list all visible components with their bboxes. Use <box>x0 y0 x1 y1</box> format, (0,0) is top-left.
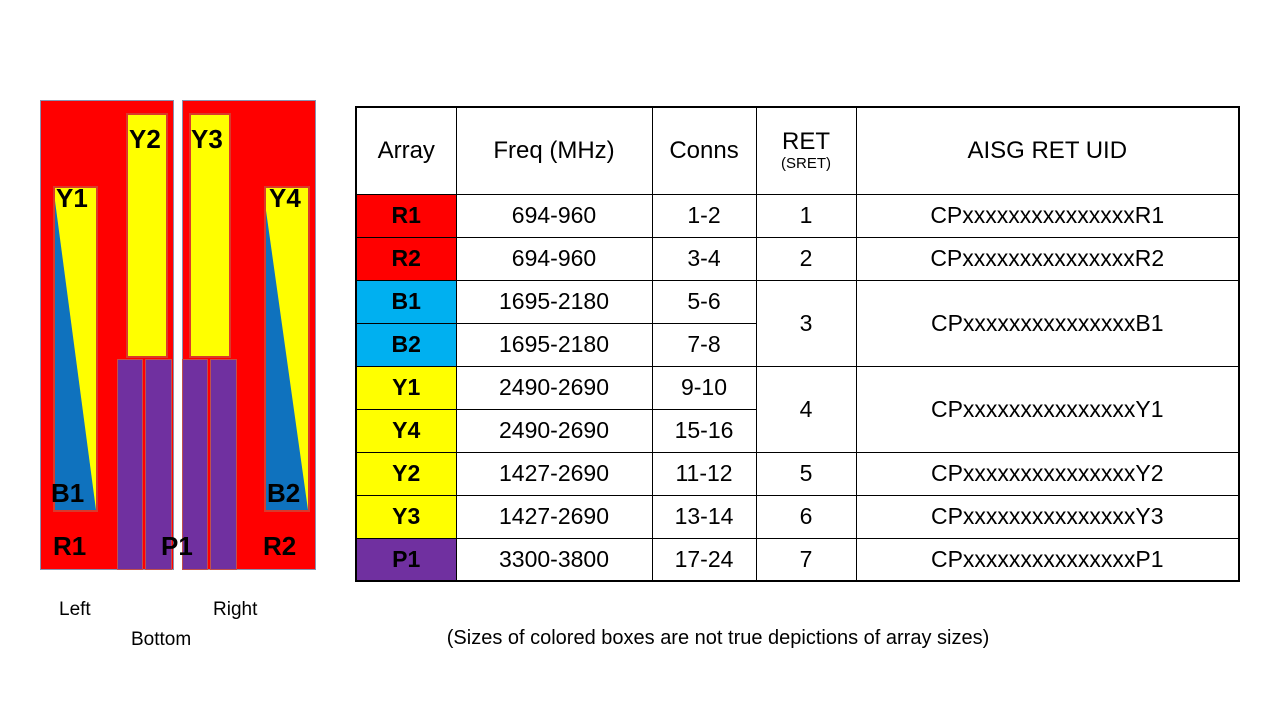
freq-cell: 1427-2690 <box>455 494 653 539</box>
table-row: R1 694-960 1-2 1 CPxxxxxxxxxxxxxxxR1 <box>355 193 1240 238</box>
orientation-label-right: Right <box>213 599 258 620</box>
table-row: R2 694-960 3-4 2 CPxxxxxxxxxxxxxxxR2 <box>355 236 1240 281</box>
array-box-p1-col1 <box>117 359 143 570</box>
uid-cell: CPxxxxxxxxxxxxxxxR1 <box>855 193 1240 238</box>
header-array: Array <box>355 106 457 195</box>
table-row: P1 3300-3800 17-24 7 CPxxxxxxxxxxxxxxxP1 <box>355 537 1240 582</box>
ret-cell: 2 <box>755 236 857 281</box>
uid-cell-merged: CPxxxxxxxxxxxxxxxB1 <box>855 279 1240 367</box>
diagram-label-y2: Y2 <box>129 124 161 154</box>
array-cell-b2: B2 <box>355 322 457 367</box>
freq-cell: 1695-2180 <box>455 322 653 367</box>
size-disclaimer-caption: (Sizes of colored boxes are not true dep… <box>446 627 990 649</box>
uid-cell: CPxxxxxxxxxxxxxxxP1 <box>855 537 1240 582</box>
conns-cell: 9-10 <box>651 365 757 410</box>
ret-cell-merged: 3 <box>755 279 857 367</box>
array-cell-p1: P1 <box>355 537 457 582</box>
freq-cell: 1427-2690 <box>455 451 653 496</box>
array-cell-y3: Y3 <box>355 494 457 539</box>
ret-cell: 7 <box>755 537 857 582</box>
uid-cell: CPxxxxxxxxxxxxxxxY2 <box>855 451 1240 496</box>
ret-cell: 1 <box>755 193 857 238</box>
array-box-p1-col2 <box>145 359 172 570</box>
header-ret-sub: (SRET) <box>781 155 831 173</box>
array-cell-b1: B1 <box>355 279 457 324</box>
ret-cell: 6 <box>755 494 857 539</box>
table-row: Y3 1427-2690 13-14 6 CPxxxxxxxxxxxxxxxY3 <box>355 494 1240 539</box>
header-freq: Freq (MHz) <box>455 106 653 195</box>
conns-cell: 1-2 <box>651 193 757 238</box>
freq-cell: 1695-2180 <box>455 279 653 324</box>
array-triangle-b2 <box>266 210 308 510</box>
header-ret: RET (SRET) <box>755 106 857 195</box>
ret-cell: 5 <box>755 451 857 496</box>
diagram-label-y1: Y1 <box>56 183 88 213</box>
freq-cell: 2490-2690 <box>455 365 653 410</box>
diagram-label-p1: P1 <box>161 531 193 561</box>
array-box-p1-col4 <box>210 359 237 570</box>
freq-cell: 694-960 <box>455 236 653 281</box>
array-cell-y4: Y4 <box>355 408 457 453</box>
uid-cell-merged: CPxxxxxxxxxxxxxxxY1 <box>855 365 1240 453</box>
table-row: B2 1695-2180 7-8 <box>355 322 1239 367</box>
array-triangle-b1 <box>55 200 96 510</box>
ret-cell-merged: 4 <box>755 365 857 453</box>
freq-cell: 694-960 <box>455 193 653 238</box>
conns-cell: 13-14 <box>651 494 757 539</box>
array-box-y1 <box>53 186 98 512</box>
array-box-y4 <box>264 186 310 512</box>
table-header-row: Array Freq (MHz) Conns RET (SRET) AISG R… <box>355 106 1240 195</box>
diagram-label-y4: Y4 <box>269 183 301 213</box>
array-box-y2 <box>126 113 168 358</box>
array-cell-y2: Y2 <box>355 451 457 496</box>
table-row: Y4 2490-2690 15-16 <box>355 408 1239 453</box>
table-row: B1 1695-2180 5-6 3 CPxxxxxxxxxxxxxxxB1 <box>355 279 1240 367</box>
header-ret-main: RET <box>782 128 830 156</box>
ret-config-table: Array Freq (MHz) Conns RET (SRET) AISG R… <box>355 106 1240 582</box>
conns-cell: 3-4 <box>651 236 757 281</box>
diagram-label-y3: Y3 <box>191 124 223 154</box>
conns-cell: 5-6 <box>651 279 757 324</box>
conns-cell: 11-12 <box>651 451 757 496</box>
table-row: Y2 1427-2690 11-12 5 CPxxxxxxxxxxxxxxxY2 <box>355 451 1240 496</box>
array-cell-r1: R1 <box>355 193 457 238</box>
freq-cell: 3300-3800 <box>455 537 653 582</box>
array-cell-y1: Y1 <box>355 365 457 410</box>
uid-cell: CPxxxxxxxxxxxxxxxY3 <box>855 494 1240 539</box>
conns-cell: 17-24 <box>651 537 757 582</box>
header-uid: AISG RET UID <box>855 106 1240 195</box>
conns-cell: 7-8 <box>651 322 757 367</box>
array-box-y3 <box>189 113 231 358</box>
freq-cell: 2490-2690 <box>455 408 653 453</box>
orientation-label-bottom: Bottom <box>131 629 192 650</box>
diagram-label-r2: R2 <box>263 531 297 561</box>
array-cell-r2: R2 <box>355 236 457 281</box>
array-box-p1-col3 <box>182 359 208 570</box>
diagram-label-r1: R1 <box>53 531 87 561</box>
conns-cell: 15-16 <box>651 408 757 453</box>
header-conns: Conns <box>651 106 757 195</box>
orientation-label-left: Left <box>59 599 91 620</box>
uid-cell: CPxxxxxxxxxxxxxxxR2 <box>855 236 1240 281</box>
diagram-label-b1: B1 <box>51 478 85 508</box>
diagram-label-b2: B2 <box>267 478 301 508</box>
table-row: Y1 2490-2690 9-10 4 CPxxxxxxxxxxxxxxxY1 <box>355 365 1240 453</box>
